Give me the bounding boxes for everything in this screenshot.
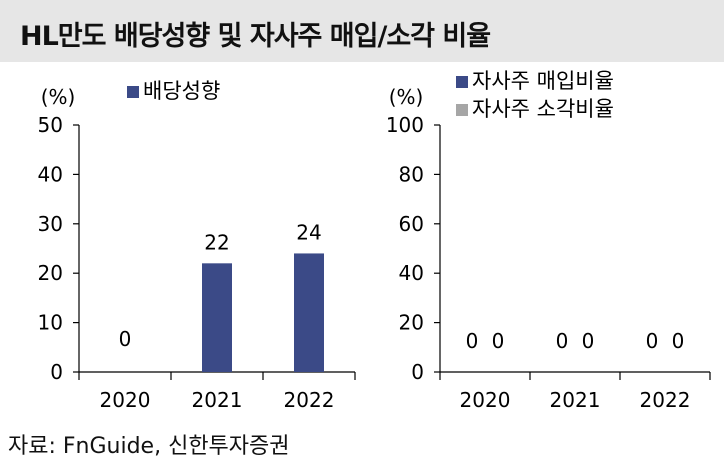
chart1-y-unit-label: (%) (41, 85, 76, 109)
chart2-data-label: 0 (466, 329, 479, 353)
chart2-legend-label-2: 자사주 소각비율 (472, 97, 614, 121)
chart1-legend-swatch-1 (127, 86, 139, 98)
chart2-legend-swatch-2 (456, 104, 468, 116)
chart2-data-label: 0 (646, 329, 659, 353)
chart1-x-tick-label: 2022 (284, 388, 335, 412)
chart2-data-label: 0 (556, 329, 569, 353)
chart2-data-label: 0 (492, 329, 505, 353)
chart1-data-label: 24 (296, 220, 321, 244)
chart2-y-tick-label: 20 (399, 311, 424, 335)
title-bar (0, 0, 724, 62)
chart1-y-tick-label: 0 (50, 360, 63, 384)
chart1-y-tick-label: 10 (38, 311, 63, 335)
page-title: HL만도 배당성향 및 자사주 매입/소각 비율 (20, 21, 491, 52)
chart2-y-tick-label: 60 (399, 212, 424, 236)
chart1-data-label: 22 (204, 230, 229, 254)
chart1-legend-label-1: 배당성향 (143, 79, 220, 103)
chart2-x-tick-label: 2022 (640, 388, 691, 412)
chart2-x-tick-label: 2020 (460, 388, 511, 412)
chart2-y-tick-label: 100 (386, 113, 424, 137)
chart2-data-label: 0 (672, 329, 685, 353)
chart2-y-unit-label: (%) (389, 85, 424, 109)
chart1-data-label: 0 (119, 327, 132, 351)
chart1-bar (294, 253, 324, 372)
chart2-legend-swatch-1 (456, 76, 468, 88)
chart2-x-tick-label: 2021 (550, 388, 601, 412)
chart1-x-tick-label: 2021 (192, 388, 243, 412)
charts-area: (%) 배당성향 0 10 20 30 40 50 2020 0 2021 22 2022 24 (%) 자사… (38, 69, 711, 412)
chart1-bar (202, 263, 232, 372)
chart2-legend-label-1: 자사주 매입비율 (472, 69, 614, 93)
chart1-y-tick-label: 20 (38, 261, 63, 285)
chart2-y-tick-label: 40 (399, 261, 424, 285)
chart1-y-tick-label: 30 (38, 212, 63, 236)
chart2-y-tick-label: 0 (411, 360, 424, 384)
chart1-x-tick-label: 2020 (100, 388, 151, 412)
source-note: 자료: FnGuide, 신한투자증권 (8, 434, 290, 459)
chart1-y-tick-label: 40 (38, 162, 63, 186)
chart2-y-tick-label: 80 (399, 162, 424, 186)
chart1-y-tick-label: 50 (38, 113, 63, 137)
chart2-data-label: 0 (582, 329, 595, 353)
